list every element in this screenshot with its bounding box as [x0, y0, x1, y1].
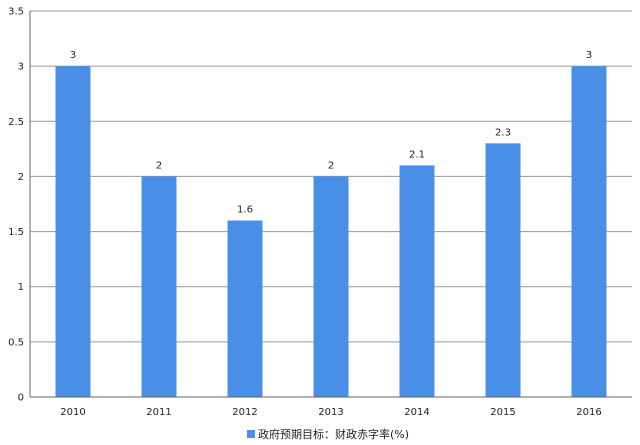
x-tick-label-2015: 2015: [490, 407, 515, 418]
bar-2014: [399, 165, 435, 397]
y-tick-label: 2: [18, 172, 24, 183]
bar-2016: [571, 66, 607, 398]
data-labels: 3 2 1.6 2 2.1 2.3 3: [70, 50, 592, 215]
data-label-2014: 2.1: [409, 149, 425, 160]
data-label-2015: 2.3: [495, 127, 511, 138]
legend-label: 政府预期目标：财政赤字率(%): [258, 427, 409, 441]
legend: 政府预期目标：财政赤字率(%): [247, 427, 409, 441]
bars: [55, 66, 607, 398]
y-tick-label: 1: [18, 282, 24, 293]
data-label-2013: 2: [328, 160, 334, 171]
y-tick-label: 3: [18, 62, 24, 73]
y-axis-ticks: 0 0.5 1 1.5 2 2.5 3 3.5: [8, 7, 24, 404]
x-tick-label-2011: 2011: [146, 407, 171, 418]
x-tick-label-2012: 2012: [232, 407, 257, 418]
bar-2010: [55, 66, 91, 398]
y-tick-label: 3.5: [8, 7, 24, 18]
bar-2012: [227, 220, 263, 397]
bar-2011: [141, 176, 177, 397]
y-tick-label: 1.5: [8, 227, 24, 238]
y-tick-label: 0: [18, 393, 24, 404]
data-label-2010: 3: [70, 50, 76, 61]
y-tick-label: 2.5: [8, 117, 24, 128]
bar-2015: [485, 143, 521, 397]
x-tick-label-2016: 2016: [576, 407, 601, 418]
legend-swatch: [247, 430, 255, 438]
data-label-2016: 3: [586, 50, 592, 61]
x-tick-label-2014: 2014: [404, 407, 429, 418]
data-label-2011: 2: [156, 160, 162, 171]
x-axis-ticks: 2010 2011 2012 2013 2014 2015 2016: [60, 407, 601, 418]
axes: [29, 11, 632, 398]
bar-2013: [313, 176, 349, 397]
y-tick-label: 0.5: [8, 337, 24, 348]
x-tick-label-2013: 2013: [318, 407, 343, 418]
x-tick-label-2010: 2010: [60, 407, 85, 418]
data-label-2012: 1.6: [237, 205, 253, 216]
